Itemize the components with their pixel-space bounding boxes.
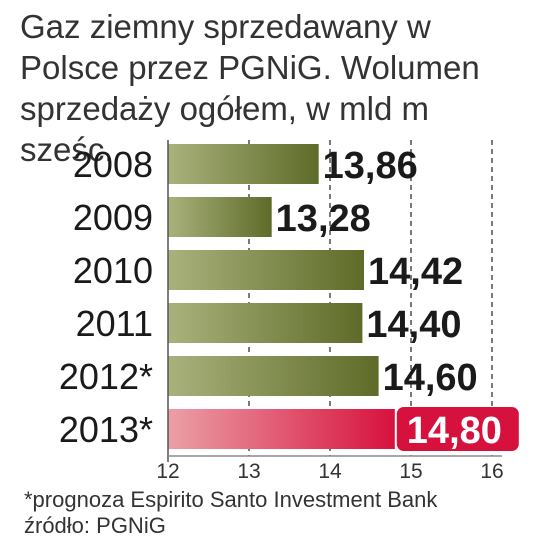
x-tick-label: 14 xyxy=(318,460,342,483)
bar xyxy=(168,250,365,290)
x-tick-label: 16 xyxy=(480,460,503,483)
value-label: 13,28 xyxy=(276,198,371,240)
value-label: 14,60 xyxy=(383,357,478,399)
value-label: 14,42 xyxy=(368,251,463,293)
bar xyxy=(168,144,319,184)
value-label: 13,86 xyxy=(323,145,418,187)
category-label: 2008 xyxy=(73,144,153,185)
bar xyxy=(168,197,272,237)
highlight-label-box xyxy=(396,407,519,451)
bar xyxy=(168,409,395,449)
bar xyxy=(168,356,379,396)
bar xyxy=(168,303,363,343)
chart-title: Gaz ziemny sprzedawany w Polsce przez PG… xyxy=(20,8,480,168)
value-label: 14,40 xyxy=(366,304,461,346)
x-tick-label: 12 xyxy=(156,460,179,483)
x-tick-label: 13 xyxy=(237,460,260,483)
category-label: 2012* xyxy=(59,356,153,397)
source-note: źródło: PGNiG xyxy=(24,513,166,538)
category-label: 2011 xyxy=(76,303,153,344)
value-label: 14,80 xyxy=(407,410,502,452)
footnote: *prognoza Espirito Santo Investment Bank xyxy=(24,487,438,512)
category-label: 2013* xyxy=(59,409,153,450)
category-label: 2009 xyxy=(73,197,153,238)
bars: 13,86 13,28 14,42 14,40 14,60 14,80 xyxy=(168,144,519,452)
grid-lines xyxy=(248,140,493,456)
x-axis: 2008 2009 2010 2011 2012* 2013*12 13 14 15 16 xyxy=(59,140,504,483)
category-label: 2010 xyxy=(73,250,153,291)
x-tick-label: 15 xyxy=(399,460,422,483)
